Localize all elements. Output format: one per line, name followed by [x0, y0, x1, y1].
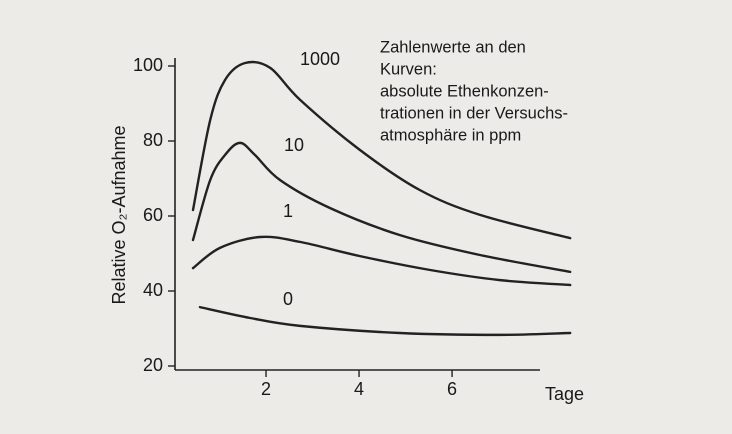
y-tick-label: 20 — [143, 355, 163, 375]
y-tick-label: 40 — [143, 280, 163, 300]
curve-label: 1000 — [300, 49, 340, 69]
x-tick-label: 6 — [447, 379, 457, 399]
x-tick-label: 4 — [354, 379, 364, 399]
annotation-line: absolute Ethenkonzen- — [380, 82, 549, 100]
curve — [191, 141, 572, 274]
curve — [198, 305, 572, 337]
curve — [191, 235, 572, 287]
annotation-line: atmosphäre in ppm — [380, 126, 521, 144]
curve-label: 10 — [284, 135, 304, 155]
curve — [191, 60, 572, 240]
annotation-line: Kurven: — [380, 60, 437, 78]
curve-label: 1 — [283, 201, 293, 221]
x-tick-label: 2 — [261, 379, 271, 399]
y-tick-label: 60 — [143, 205, 163, 225]
y-tick-label: 100 — [133, 55, 163, 75]
y-axis-label: Relative O₂-Aufnahme — [109, 125, 129, 304]
y-tick-label: 80 — [143, 130, 163, 150]
curve-label: 0 — [283, 289, 293, 309]
annotation-line: Zahlenwerte an den — [380, 38, 526, 56]
x-axis-label: Tage — [545, 384, 584, 404]
annotation-line: trationen in der Versuchs- — [380, 104, 568, 122]
